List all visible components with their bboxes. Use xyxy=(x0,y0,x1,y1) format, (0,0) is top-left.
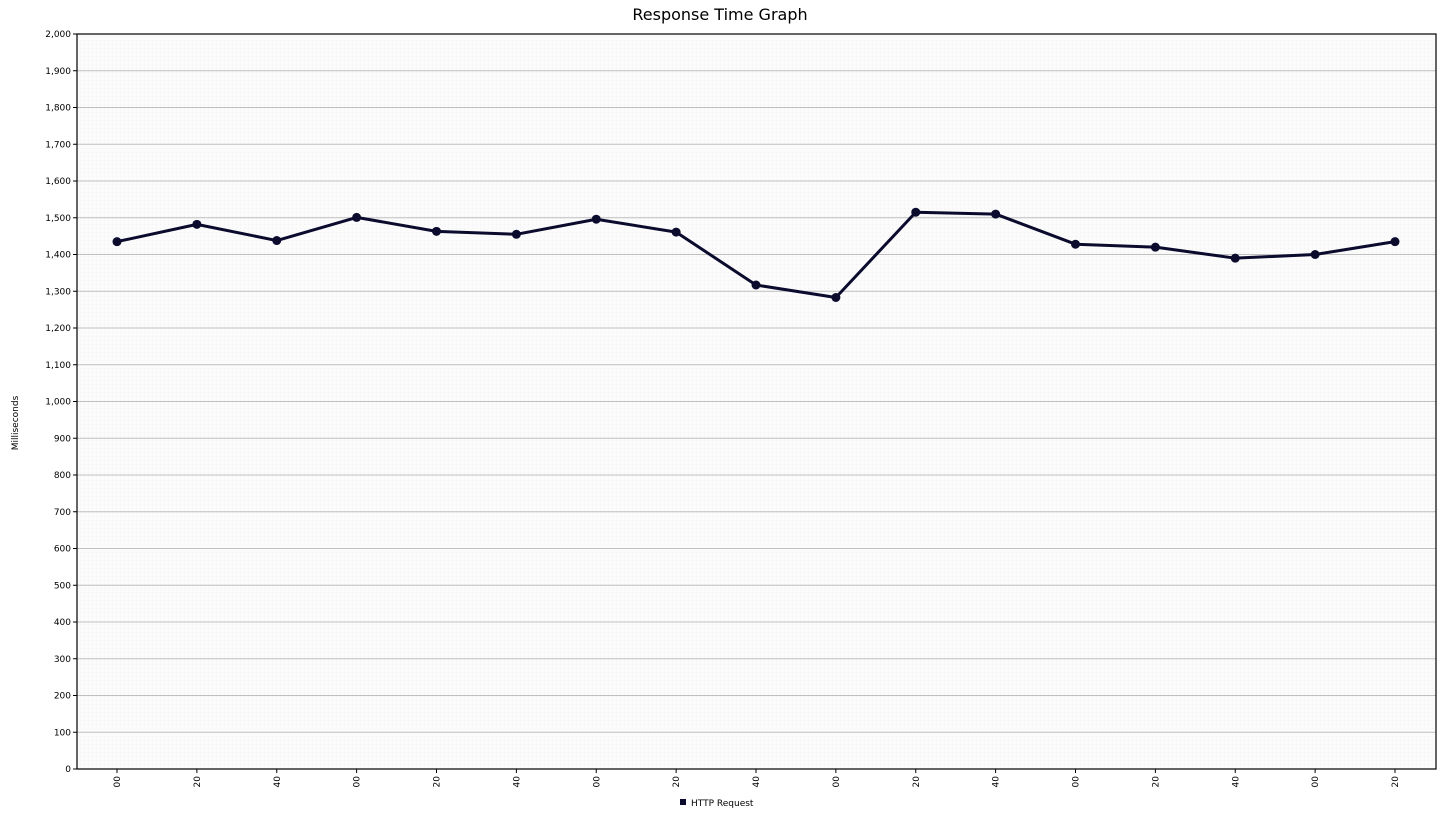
y-tick-label: 800 xyxy=(54,471,71,481)
x-tick-label: 00 xyxy=(113,776,123,788)
plot-border xyxy=(76,33,1437,770)
gridlines xyxy=(77,70,1436,733)
x-tick-label: 20 xyxy=(672,776,682,788)
x-tick-label: 00 xyxy=(353,776,363,788)
legend: HTTP Request xyxy=(680,799,754,809)
data-point xyxy=(671,227,681,237)
x-tick-label: 20 xyxy=(433,776,443,788)
data-point xyxy=(751,280,761,290)
y-tick-label: 1,900 xyxy=(45,67,71,77)
y-axis: 0 100 200 300 400 500 600 700 800 900 1,000 1,100 1,… xyxy=(45,30,77,775)
x-tick-label: 40 xyxy=(992,776,1002,788)
legend-label-http-request: HTTP Request xyxy=(691,799,754,809)
data-point xyxy=(1390,237,1400,247)
x-tick-label: 20 xyxy=(1151,776,1161,788)
x-tick-label: 40 xyxy=(512,776,522,788)
series-http-request xyxy=(112,207,1400,302)
y-tick-label: 400 xyxy=(54,618,71,628)
y-tick-label: 100 xyxy=(54,728,71,738)
y-tick-label: 200 xyxy=(54,692,71,702)
data-point xyxy=(432,226,441,236)
data-point xyxy=(1230,253,1240,263)
y-tick-label: 600 xyxy=(54,545,71,555)
data-point xyxy=(1310,250,1320,259)
y-tick-label: 700 xyxy=(54,508,71,518)
data-point xyxy=(1150,242,1160,252)
data-point xyxy=(112,237,122,247)
data-point xyxy=(272,236,282,246)
chart-title: Response Time Graph xyxy=(632,5,807,24)
y-tick-label: 1,500 xyxy=(45,214,71,224)
x-tick-label: 00 xyxy=(592,776,602,788)
x-tick-label: 00 xyxy=(832,776,842,788)
x-axis: 00 20 40 00 20 40 00 20 40 00 20 40 00 20 40 00 20 xyxy=(113,769,1401,787)
y-tick-label: 2,000 xyxy=(45,30,71,40)
x-tick-label: 20 xyxy=(1391,776,1401,788)
data-point xyxy=(192,219,202,229)
x-tick-label: 40 xyxy=(752,776,762,788)
data-point xyxy=(352,212,362,222)
data-point xyxy=(831,292,841,302)
x-tick-label: 00 xyxy=(1072,776,1082,788)
y-tick-label: 300 xyxy=(54,655,71,665)
legend-swatch-http-request xyxy=(680,799,686,805)
x-tick-label: 40 xyxy=(273,776,283,788)
data-point xyxy=(1071,239,1080,249)
x-tick-label: 40 xyxy=(1231,776,1241,788)
x-tick-label: 00 xyxy=(1311,776,1321,788)
y-tick-label: 900 xyxy=(54,434,71,444)
y-tick-label: 0 xyxy=(65,765,71,775)
y-tick-label: 1,300 xyxy=(45,287,71,297)
data-point xyxy=(591,214,601,224)
x-tick-label: 20 xyxy=(193,776,203,788)
data-point xyxy=(991,209,1001,219)
y-tick-label: 1,100 xyxy=(45,361,71,371)
y-tick-label: 1,200 xyxy=(45,324,71,334)
y-tick-label: 1,700 xyxy=(45,140,71,150)
data-point xyxy=(511,229,521,239)
y-axis-label: Milliseconds xyxy=(11,395,21,450)
x-tick-label: 20 xyxy=(912,776,922,788)
y-tick-label: 1,000 xyxy=(45,398,71,408)
y-tick-label: 1,600 xyxy=(45,177,71,187)
y-tick-label: 500 xyxy=(54,581,71,591)
data-point xyxy=(911,207,921,217)
y-tick-label: 1,800 xyxy=(45,104,71,114)
y-tick-label: 1,400 xyxy=(45,251,71,261)
